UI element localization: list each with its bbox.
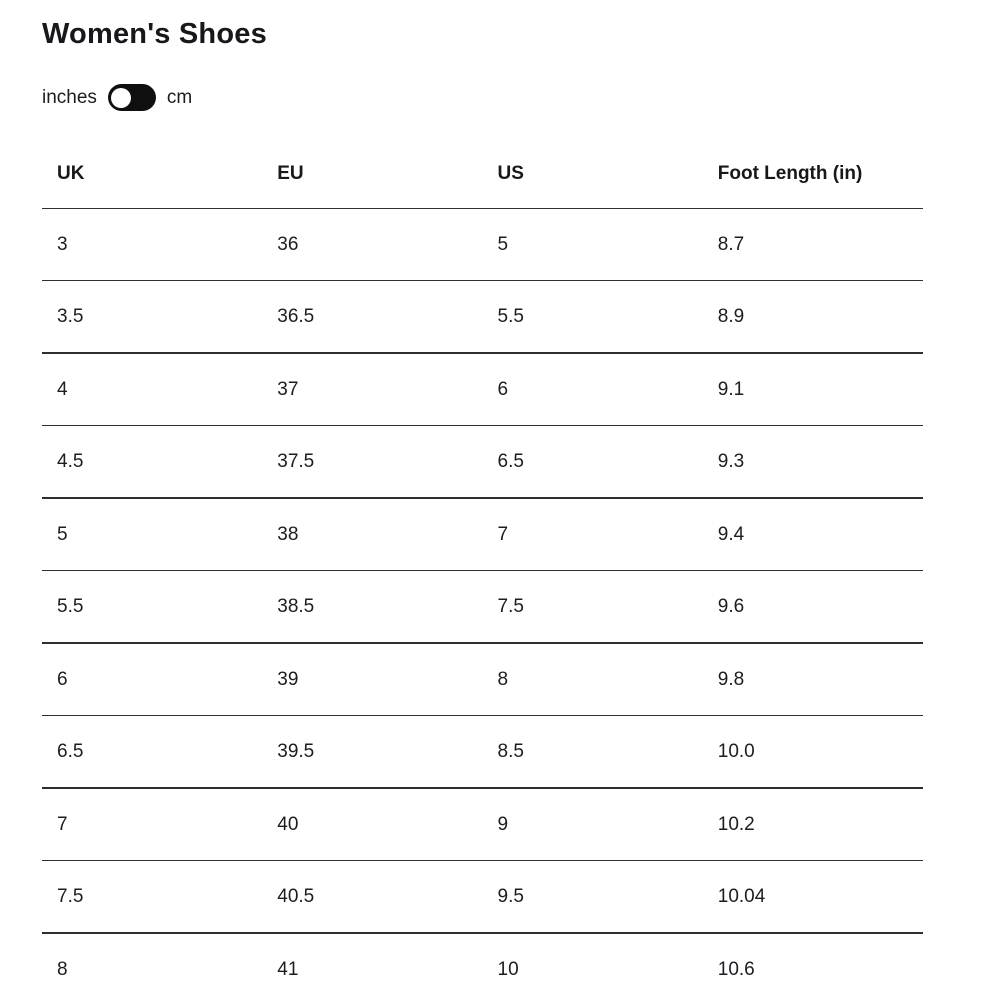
- table-cell: 3.5: [42, 280, 263, 354]
- table-cell: 38: [262, 498, 483, 571]
- table-row: 5.5 38.5 7.5 9.6: [42, 570, 923, 644]
- unit-toggle-switch[interactable]: [107, 84, 156, 111]
- table-cell: 40: [262, 788, 483, 861]
- table-row: 7 40 9 10.2: [42, 788, 923, 861]
- table-cell: 8.9: [702, 280, 923, 354]
- table-cell: 6.5: [482, 425, 703, 499]
- table-cell: 8: [482, 643, 703, 716]
- table-cell: 39.5: [262, 715, 483, 789]
- table-cell: 4: [42, 353, 263, 426]
- table-cell: 9: [482, 788, 703, 861]
- size-conversion-table: UK EU US Foot Length (in) 3 36 5 8.7 3.5 36.5 5.5…: [42, 163, 923, 1000]
- table-row: 3 36 5 8.7: [42, 208, 923, 281]
- unit-label-cm: cm: [166, 86, 193, 108]
- toggle-knob-icon: [111, 87, 132, 108]
- table-body: 3 36 5 8.7 3.5 36.5 5.5 8.9 4 37 6 9.1 4.5 37.5 6.5 9.3…: [42, 208, 923, 1000]
- table-cell: 9.8: [702, 643, 923, 716]
- table-cell: 3: [42, 208, 263, 281]
- table-row: 4 37 6 9.1: [42, 353, 923, 426]
- table-cell: 5: [482, 208, 703, 281]
- table-cell: 6: [42, 643, 263, 716]
- table-cell: 9.4: [702, 498, 923, 571]
- table-row: 5 38 7 9.4: [42, 498, 923, 571]
- table-cell: 38.5: [262, 570, 483, 644]
- table-cell: 10.2: [702, 788, 923, 861]
- table-cell: 6.5: [42, 715, 263, 789]
- table-cell: 41: [262, 933, 483, 1000]
- table-cell: 5.5: [482, 280, 703, 354]
- table-cell: 40.5: [262, 860, 483, 934]
- table-row: 6.5 39.5 8.5 10.0: [42, 715, 923, 789]
- table-cell: 8: [42, 933, 263, 1000]
- table-row: 3.5 36.5 5.5 8.9: [42, 280, 923, 354]
- table-cell: 36.5: [262, 280, 483, 354]
- table-cell: 5: [42, 498, 263, 571]
- table-cell: 37: [262, 353, 483, 426]
- table-cell: 7.5: [42, 860, 263, 934]
- table-cell: 9.1: [702, 353, 923, 426]
- table-cell: 10: [482, 933, 703, 1000]
- table-cell: 39: [262, 643, 483, 716]
- table-cell: 7: [42, 788, 263, 861]
- unit-toggle-group: inches cm: [42, 84, 1000, 111]
- table-cell: 9.6: [702, 570, 923, 644]
- column-header: Foot Length (in): [702, 163, 923, 209]
- table-cell: 36: [262, 208, 483, 281]
- page-title: Women's Shoes: [42, 18, 267, 50]
- table-cell: 7: [482, 498, 703, 571]
- column-header: US: [482, 163, 703, 209]
- table-cell: 7.5: [482, 570, 703, 644]
- table-row: 6 39 8 9.8: [42, 643, 923, 716]
- unit-label-inches: inches: [42, 86, 97, 108]
- table-header: UK EU US Foot Length (in): [42, 163, 923, 209]
- column-header: EU: [262, 163, 483, 209]
- table-row: 8 41 10 10.6: [42, 933, 923, 1000]
- table-cell: 10.0: [702, 715, 923, 789]
- table-cell: 4.5: [42, 425, 263, 499]
- table-cell: 8.7: [702, 208, 923, 281]
- table-cell: 8.5: [482, 715, 703, 789]
- table-cell: 9.3: [702, 425, 923, 499]
- table-cell: 9.5: [482, 860, 703, 934]
- table-cell: 5.5: [42, 570, 263, 644]
- table-cell: 37.5: [262, 425, 483, 499]
- table-cell: 10.6: [702, 933, 923, 1000]
- table-cell: 6: [482, 353, 703, 426]
- table-row: 4.5 37.5 6.5 9.3: [42, 425, 923, 499]
- table-cell: 10.04: [702, 860, 923, 934]
- table-row: 7.5 40.5 9.5 10.04: [42, 860, 923, 934]
- column-header: UK: [42, 163, 263, 209]
- table-header-row: UK EU US Foot Length (in): [42, 163, 923, 209]
